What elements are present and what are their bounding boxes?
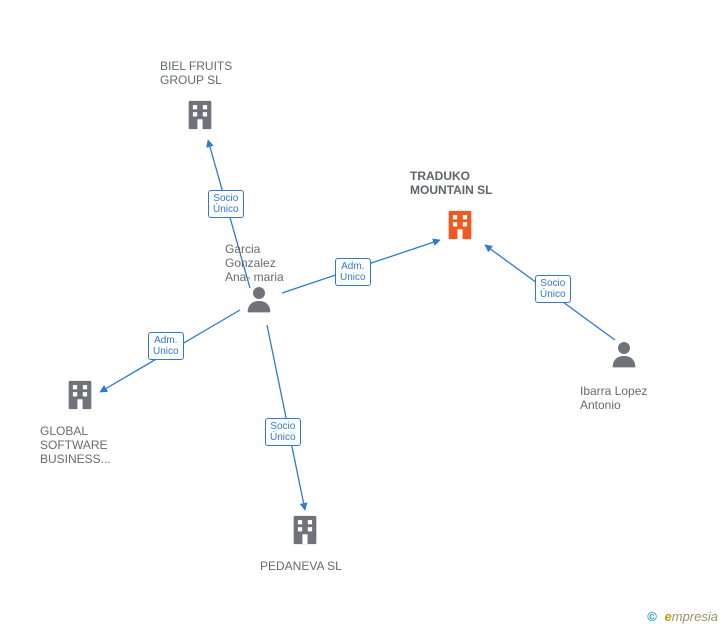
- node-global[interactable]: [63, 378, 97, 417]
- person-icon: [243, 283, 275, 315]
- node-label-global: GLOBAL SOFTWARE BUSINESS...: [40, 425, 130, 466]
- edge-label-garcia-traduko: Adm. Unico: [335, 258, 371, 286]
- node-pedaneva[interactable]: [288, 513, 322, 552]
- footer-attribution: © empresia: [647, 609, 718, 624]
- edge-label-ibarra-traduko: Socio Único: [535, 275, 571, 303]
- node-traduko[interactable]: [443, 208, 477, 247]
- node-ibarra[interactable]: [608, 338, 640, 375]
- brand-rest: mpresia: [672, 609, 718, 624]
- building-icon: [443, 208, 477, 242]
- diagram-canvas: BIEL FRUITS GROUP SL TRADUKO MOUNTAIN SL…: [0, 0, 728, 630]
- edge-label-garcia-pedaneva: Socio Único: [265, 418, 301, 446]
- node-label-pedaneva: PEDANEVA SL: [260, 560, 360, 574]
- node-label-garcia: Garcia Gonzalez Ana- maria: [225, 243, 305, 284]
- person-icon: [608, 338, 640, 370]
- edges-layer: [0, 0, 728, 630]
- brand-initial: e: [665, 609, 672, 624]
- node-biel[interactable]: [183, 98, 217, 137]
- node-garcia[interactable]: [243, 283, 275, 320]
- building-icon: [288, 513, 322, 547]
- building-icon: [183, 98, 217, 132]
- copyright-symbol: ©: [647, 609, 657, 624]
- edge-label-garcia-biel: Socio Único: [208, 190, 244, 218]
- node-label-biel: BIEL FRUITS GROUP SL: [160, 60, 250, 88]
- edge-label-garcia-global: Adm. Unico: [148, 332, 184, 360]
- building-icon: [63, 378, 97, 412]
- node-label-ibarra: Ibarra Lopez Antonio: [580, 385, 680, 413]
- node-label-traduko: TRADUKO MOUNTAIN SL: [410, 170, 520, 198]
